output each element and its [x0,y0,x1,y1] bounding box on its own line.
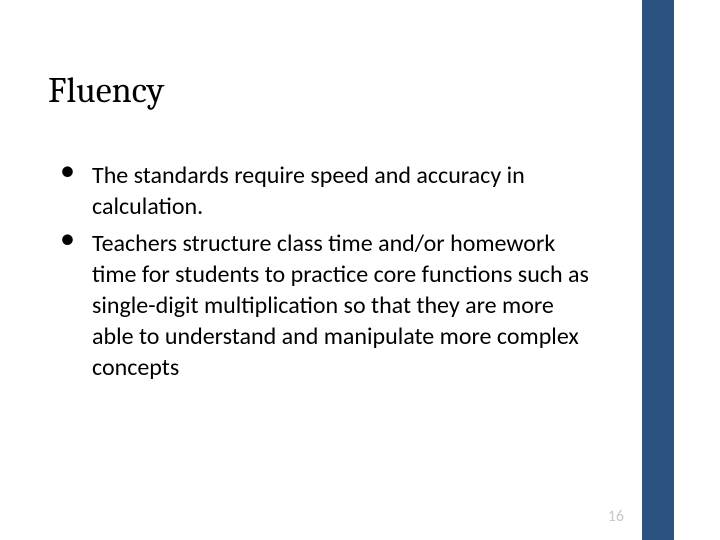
bullet-text: The standards require speed and accuracy… [92,160,590,222]
page-number: 16 [608,507,624,526]
list-item: Teachers structure class time and/or hom… [60,228,590,383]
list-item: The standards require speed and accuracy… [60,160,590,222]
slide-title: Fluency [48,70,164,111]
accent-sidebar [642,0,674,540]
bullet-list: The standards require speed and accuracy… [60,160,590,389]
bullet-text: Teachers structure class time and/or hom… [92,228,590,383]
